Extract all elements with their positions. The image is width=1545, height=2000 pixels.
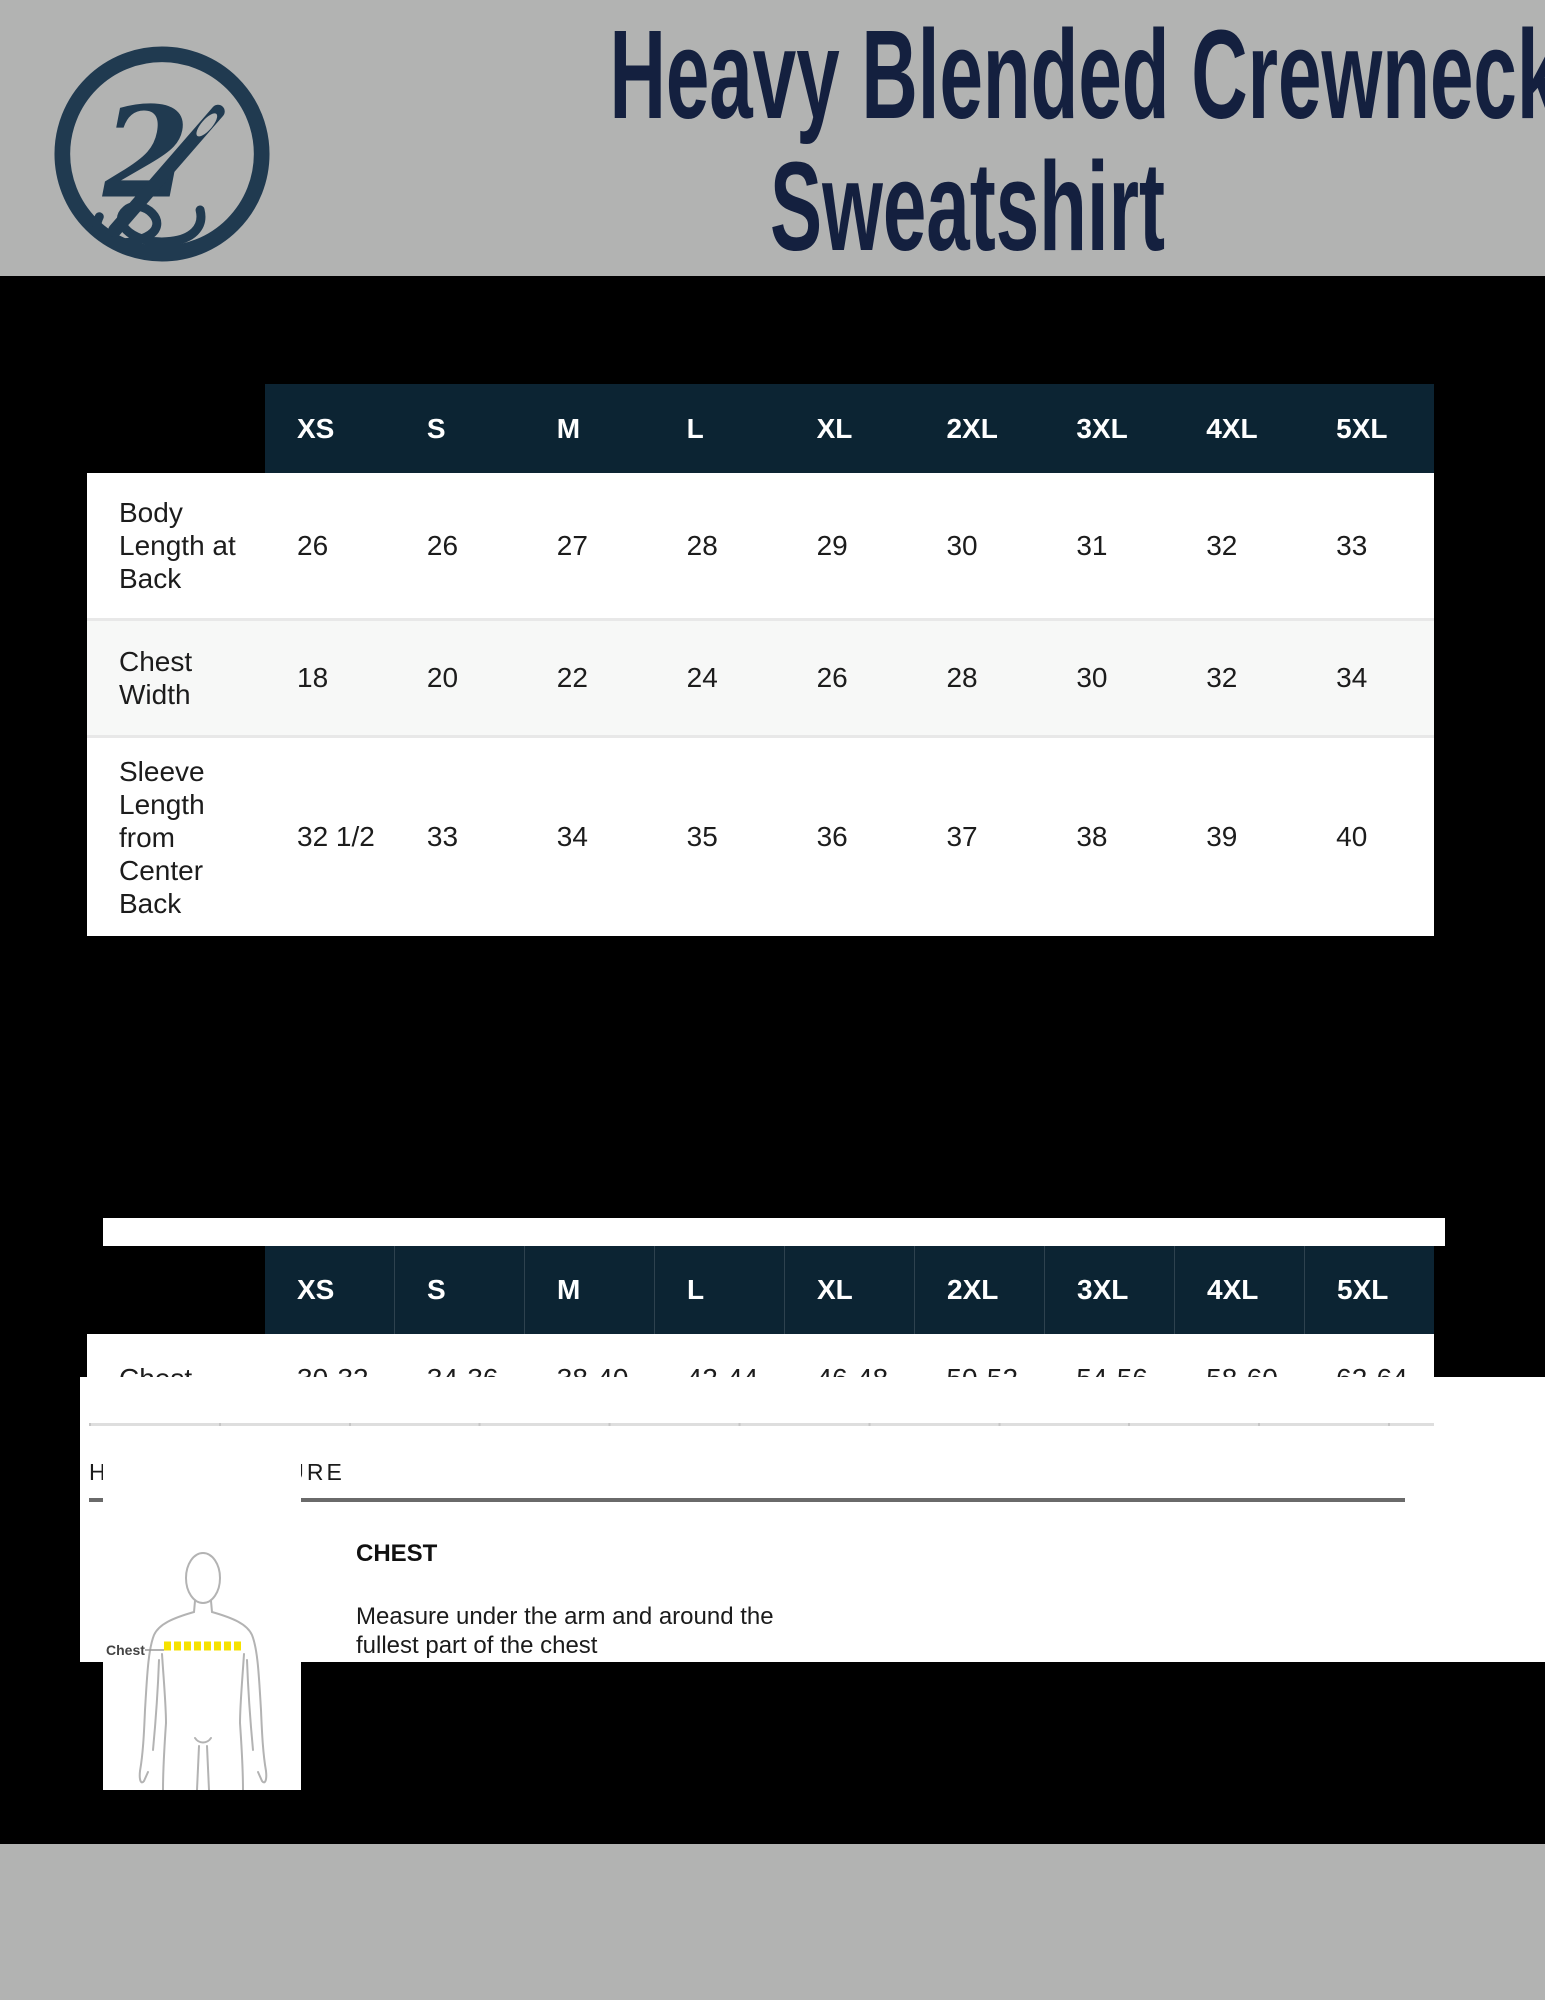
measurement-cell: 24 — [686, 662, 718, 693]
size-column-header: XS — [297, 1274, 335, 1305]
measure-item-instruction: Measure under the arm and around the ful… — [356, 1603, 774, 1659]
measurement-cell: 30 — [946, 529, 978, 561]
brand-logo-icon: 2 — [54, 46, 270, 262]
garment-size-chart: XS S M L XL 2XL 3XL 4XL 5XL Body Length … — [87, 384, 1434, 936]
diagram-chest-label: Chest — [106, 1642, 145, 1658]
table-row: Chest Width 18 20 22 24 26 28 30 32 34 — [87, 618, 1434, 735]
row-label: Sleeve Length from Center Back — [119, 755, 205, 919]
size-column-header: L — [654, 1246, 784, 1334]
measurement-cell: 29 — [816, 529, 848, 561]
measure-item-title: CHEST — [356, 1540, 438, 1567]
measurement-cell: 32 1/2 — [297, 821, 375, 852]
page-title-line1: Heavy Blended Crewneck — [609, 4, 1545, 145]
measurement-cell: 39 — [1206, 821, 1238, 852]
brand-header: 2 Heavy Blended Crewneck Sweatshirt — [0, 0, 1545, 276]
chest-measure-diagram: Chest — [103, 1423, 301, 1790]
size-column-header: 4XL — [1174, 1246, 1304, 1334]
measurement-cell: 34 — [556, 821, 588, 852]
measurement-cell: 31 — [1076, 529, 1108, 561]
row-label: Body Length at Back — [119, 497, 236, 594]
size-chart-body: Body Length at Back 26 26 27 28 29 30 31… — [87, 473, 1434, 936]
measurement-cell: 26 — [816, 662, 848, 693]
measurement-cell: 40 — [1336, 821, 1368, 852]
size-column-header: L — [686, 412, 704, 444]
size-chart-header-row: XS S M L XL 2XL 3XL 4XL 5XL — [265, 384, 1434, 473]
page-title: Heavy Blended Crewneck Sweatshirt — [390, 0, 1545, 276]
size-column-header: 2XL — [946, 412, 998, 444]
size-column-header: 5XL — [1336, 412, 1388, 444]
measurement-cell: 37 — [946, 821, 978, 852]
size-column-header: 3XL — [1044, 1246, 1174, 1334]
needle-eye — [196, 113, 218, 137]
measurement-cell: 35 — [686, 821, 718, 852]
body-outline-figure-icon: Chest — [106, 1552, 268, 1790]
size-column-header: XS — [297, 412, 335, 444]
size-column-header: M — [524, 1246, 654, 1334]
page-title-line2: Sweatshirt — [769, 136, 1166, 277]
measurement-cell: 28 — [946, 662, 978, 693]
size-column-header: 2XL — [914, 1246, 1044, 1334]
measurement-cell: 33 — [426, 821, 459, 852]
measurement-cell: 30 — [1076, 662, 1108, 693]
size-column-header: S — [426, 412, 446, 444]
table-row: Body Length at Back 26 26 27 28 29 30 31… — [87, 473, 1434, 618]
measurement-cell: 20 — [426, 662, 459, 693]
table-row: Sleeve Length from Center Back 32 1/2 33… — [87, 735, 1434, 936]
size-column-header: S — [394, 1246, 524, 1334]
measurement-cell: 34 — [1336, 662, 1368, 693]
measurement-cell: 38 — [1076, 821, 1108, 852]
footer-band — [0, 1844, 1545, 2000]
measurement-cell: 32 — [1206, 662, 1238, 693]
section-divider — [89, 1498, 1405, 1502]
fit-chart-header-row: XS S M L XL 2XL 3XL 4XL 5XL — [265, 1246, 1434, 1334]
size-column-header: XL — [816, 412, 853, 444]
size-column-header: XL — [784, 1246, 914, 1334]
size-column-header: M — [556, 412, 581, 444]
measurement-cell: 18 — [297, 662, 329, 693]
row-label: Chest Width — [119, 646, 193, 710]
measurement-cell: 27 — [556, 529, 588, 561]
measurement-cell: 36 — [816, 821, 848, 852]
size-column-header: 3XL — [1076, 412, 1128, 444]
measurement-cell: 28 — [686, 529, 718, 561]
measurement-cell: 26 — [426, 529, 459, 561]
size-column-header: 5XL — [1304, 1246, 1434, 1334]
fit-chart-top-strip — [103, 1218, 1445, 1246]
measurement-cell: 33 — [1336, 529, 1368, 561]
measurement-cell: 32 — [1206, 529, 1238, 561]
size-column-header: 4XL — [1206, 412, 1258, 444]
fit-chart-bottom-border — [89, 1423, 1434, 1426]
measurement-cell: 22 — [556, 662, 588, 693]
measurement-cell: 26 — [297, 529, 329, 561]
